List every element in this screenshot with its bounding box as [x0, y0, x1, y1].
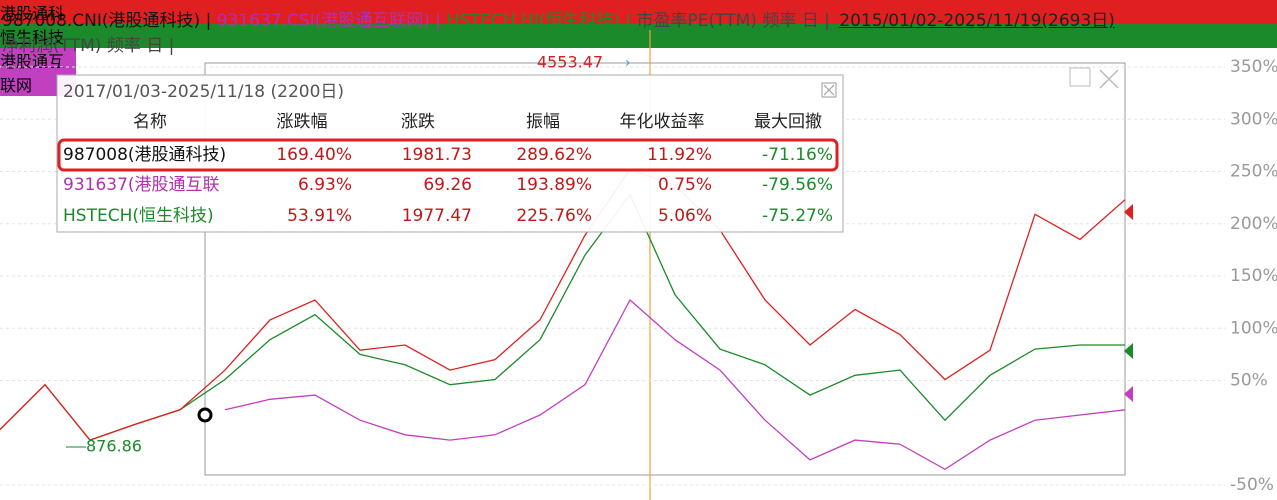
close-icon[interactable]: [1099, 69, 1119, 89]
header-part: 市盈率PE(TTM) 频率 日 |: [636, 11, 836, 31]
row-value: 53.91%: [287, 206, 352, 226]
y-tick-label: 250%: [1230, 162, 1277, 182]
series-line: [224, 298, 1126, 471]
annotation: 4553.47: [537, 53, 603, 72]
popup-close-x: [823, 84, 835, 96]
column-header: 年化收益率: [620, 112, 705, 132]
popup-close[interactable]: [821, 82, 837, 98]
header-line2: 净利润(TTM) 频率 日 |: [2, 36, 175, 56]
row-value: -79.56%: [762, 175, 833, 195]
row-value: 5.06%: [658, 206, 712, 226]
header-line1: 987008.CNI(港股通科技) | 931637.CSI(港股通互联网) |…: [2, 6, 1115, 31]
window-icon[interactable]: [1069, 67, 1091, 87]
legend-pointer: [1124, 204, 1133, 220]
row-name: HSTECH(恒生科技): [63, 206, 214, 226]
annotation: 876.86: [86, 437, 142, 456]
row-name: 931637(港股通互联: [63, 175, 220, 195]
row-value: -75.27%: [762, 206, 833, 226]
row-value: 6.93%: [298, 175, 352, 195]
y-tick-label: -50%: [1230, 475, 1274, 495]
series-line: [0, 193, 1125, 441]
legend-tag: 恒生科技: [0, 24, 1277, 48]
y-tick-label: 50%: [1230, 371, 1268, 391]
date-range[interactable]: 2015/01/02-2025/11/19(2693日): [839, 11, 1115, 31]
series-line: [0, 168, 1126, 441]
popup: [56, 74, 844, 233]
legend-tag: 港股通科: [0, 0, 1277, 24]
zoom-frame: [204, 62, 1126, 476]
column-header: 涨跌幅: [277, 112, 328, 132]
row-highlight: [57, 138, 839, 172]
legend-pointer: [1124, 386, 1133, 402]
header-part: HSTECH.HI(恒生科技) |: [446, 11, 637, 31]
row-value: 193.89%: [516, 175, 592, 195]
row-value: 69.26: [423, 175, 472, 195]
row-value: 1977.47: [402, 206, 472, 226]
row-value: 11.92%: [647, 145, 712, 165]
row-value: -71.16%: [762, 145, 833, 165]
header-part: 987008.CNI(港股通科技) |: [2, 11, 217, 31]
row-value: 169.40%: [276, 145, 352, 165]
row-value: 1981.73: [402, 145, 472, 165]
column-header: 振幅: [526, 112, 560, 132]
popup-period: 2017/01/03-2025/11/18 (2200日): [63, 82, 344, 102]
y-tick-label: 200%: [1230, 214, 1277, 234]
column-header: 涨跌: [401, 112, 435, 132]
row-value: 0.75%: [658, 175, 712, 195]
column-header: 名称: [133, 112, 167, 132]
y-tick-label: 300%: [1230, 109, 1277, 129]
y-tick-label: 150%: [1230, 266, 1277, 286]
y-tick-label: 350%: [1230, 57, 1277, 77]
annotation-arrow: ›: [625, 55, 631, 71]
header-part: 931637.CSI(港股通互联网) |: [216, 11, 447, 31]
row-name: 987008(港股通科技): [63, 145, 226, 165]
y-tick-label: 100%: [1230, 318, 1277, 338]
column-header: 最大回撤: [754, 112, 822, 132]
legend-pointer: [1124, 343, 1133, 359]
row-value: 225.76%: [516, 206, 592, 226]
row-value: 289.62%: [516, 145, 592, 165]
cursor-ring: [197, 407, 213, 423]
